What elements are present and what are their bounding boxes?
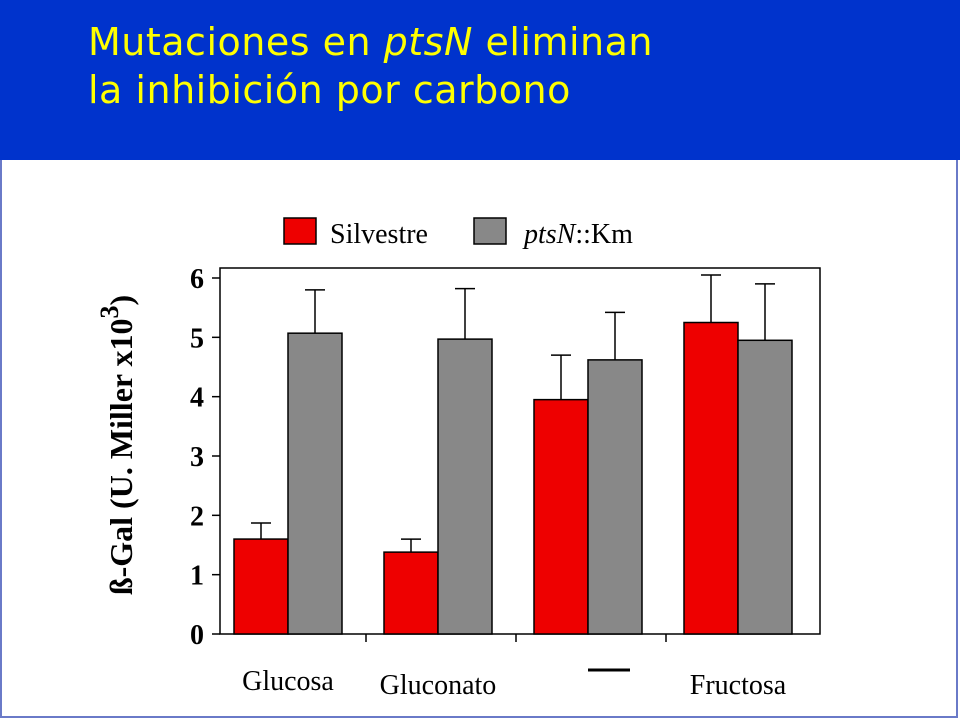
- plot-frame: [219, 267, 821, 635]
- legend-label-ptsN-rest: ::Km: [575, 219, 633, 250]
- y-tick-label: 5: [190, 323, 204, 354]
- legend: Silvestre ptsN::Km: [283, 217, 633, 250]
- title-line-2: la inhibición por carbono: [88, 68, 571, 112]
- legend-label-silvestre: Silvestre: [330, 219, 428, 250]
- x-categories: Glucosa Gluconato Fructosa: [242, 634, 787, 701]
- y-tick-label: 6: [190, 264, 204, 295]
- y-tick-label: 0: [190, 620, 204, 651]
- legend-swatch-ptsN: [473, 217, 507, 245]
- y-tick-label: 3: [190, 442, 204, 473]
- x-category-label: Glucosa: [242, 666, 334, 697]
- y-tick-label: 2: [190, 501, 204, 532]
- title-suffix: eliminan: [472, 20, 653, 64]
- legend-label-ptsN: ptsN::Km: [522, 219, 633, 250]
- slide-body: [0, 160, 958, 718]
- bar-silvestre: [533, 398, 589, 635]
- plot-area: [219, 267, 821, 635]
- slide-title: Mutaciones en ptsN eliminan la inhibición…: [88, 18, 653, 114]
- x-category-label: Gluconato: [380, 670, 497, 701]
- y-axis-label-close: ): [103, 295, 139, 306]
- x-category-label: Fructosa: [690, 670, 787, 701]
- y-axis-label: ß-Gal (U. Miller x103): [95, 295, 139, 595]
- title-prefix: Mutaciones en: [88, 20, 384, 64]
- y-tick-label: 4: [190, 383, 204, 414]
- slide-header: Mutaciones en ptsN eliminan la inhibición…: [0, 0, 960, 160]
- bar-silvestre: [683, 321, 739, 635]
- y-axis-label-main: ß-Gal (U. Miller x10: [103, 318, 139, 595]
- y-axis-label-sup: 3: [95, 305, 124, 318]
- bar-silvestre: [233, 538, 289, 635]
- title-gene-italic: ptsN: [383, 20, 473, 64]
- y-tick-label: 1: [190, 561, 204, 592]
- legend-label-ptsN-italic: ptsN: [522, 219, 577, 250]
- legend-swatch-silvestre: [283, 217, 317, 245]
- bar-ptsN: [287, 332, 343, 635]
- bar-ptsN: [737, 339, 793, 635]
- y-ticks: 0 1 2 3 4 5 6: [190, 264, 220, 651]
- bar-ptsN: [437, 338, 493, 635]
- bars: [233, 274, 793, 635]
- bar-ptsN: [587, 359, 643, 635]
- bar-silvestre: [383, 551, 439, 635]
